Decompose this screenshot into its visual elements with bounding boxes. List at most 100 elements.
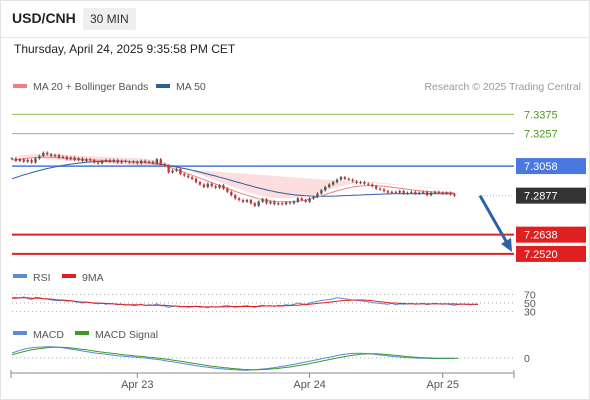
candle-body <box>308 198 311 202</box>
candle-body <box>328 184 331 187</box>
rsi-ma-legend-label: 9MA <box>82 272 104 284</box>
macd-signal-line <box>11 346 459 371</box>
candle-body <box>100 160 104 164</box>
candle-body <box>198 182 202 185</box>
resistance-label: 7.3375 <box>524 109 558 121</box>
candle-body <box>93 160 96 163</box>
candle-body <box>136 161 139 164</box>
candle-body <box>89 159 92 161</box>
candle-body <box>359 182 362 184</box>
candle-body <box>159 159 162 165</box>
x-tick-label: Apr 25 <box>427 379 459 391</box>
candle-body <box>124 160 127 162</box>
candle-body <box>214 186 217 188</box>
candle-body <box>190 177 194 179</box>
legend-swatch <box>156 84 170 88</box>
chart-header: USD/CNH 30 MIN <box>1 1 589 38</box>
candle-body <box>269 201 272 204</box>
candle-body <box>108 160 112 162</box>
rsi-tick-label: 70 <box>524 289 536 301</box>
candle-body <box>296 198 300 202</box>
candle-body <box>273 201 276 205</box>
candle-body <box>429 192 433 196</box>
candle-body <box>406 192 409 194</box>
candle-body <box>382 189 386 192</box>
candle-body <box>49 154 53 156</box>
candle-body <box>69 157 72 160</box>
candle-body <box>386 191 390 193</box>
candle-body <box>339 177 343 180</box>
candle-body <box>14 158 18 161</box>
candle-body <box>183 173 186 176</box>
candle-body <box>292 201 296 204</box>
candle-body <box>237 198 241 201</box>
candle-body <box>375 186 378 189</box>
candle-body <box>42 152 45 156</box>
timeframe-badge[interactable]: 30 MIN <box>83 8 136 30</box>
candle-body <box>10 158 14 160</box>
pivot-tag <box>516 158 586 175</box>
legend-swatch <box>13 84 27 88</box>
candle-body <box>222 185 225 189</box>
support-label: 7.2520 <box>524 249 558 261</box>
candle-body <box>234 195 237 199</box>
candle-body <box>34 158 37 163</box>
candle-body <box>53 155 57 157</box>
candle-body <box>151 161 155 164</box>
current-price-tag <box>516 187 586 204</box>
candle-body <box>277 203 280 205</box>
candle-body <box>155 159 159 164</box>
candle-body <box>371 184 374 187</box>
candle-body <box>104 160 108 162</box>
candle-body <box>18 159 21 161</box>
candle-body <box>241 200 245 202</box>
candle-body <box>57 155 61 158</box>
rsi-tick-label: 50 <box>524 298 536 310</box>
candle-body <box>437 191 441 193</box>
macd-signal-legend-label: MACD Signal <box>95 329 158 341</box>
candle-body <box>143 160 147 163</box>
candle-body <box>81 158 84 161</box>
candle-body <box>249 200 253 204</box>
candle-body <box>230 191 233 196</box>
candle-body <box>73 157 76 161</box>
candle-body <box>351 179 354 182</box>
candle-body <box>38 155 41 159</box>
candle-body <box>312 196 315 199</box>
ma50-line <box>11 160 455 197</box>
forecast-arrow-head <box>501 237 512 252</box>
candle-body <box>378 188 382 190</box>
candle-body <box>226 188 229 192</box>
candle-body <box>194 178 198 183</box>
candle-body <box>288 202 292 204</box>
candle-body <box>96 162 100 164</box>
candle-body <box>398 191 401 193</box>
candle-body <box>187 175 190 178</box>
candle-body <box>418 192 421 194</box>
candle-body <box>304 200 307 202</box>
x-tick-label: Apr 23 <box>121 379 153 391</box>
macd-line <box>11 346 455 371</box>
candle-body <box>116 160 119 163</box>
legend-label: MA 20 + Bollinger Bands <box>33 81 148 93</box>
pivot-label: 7.3058 <box>524 161 558 173</box>
candle-body <box>253 203 256 206</box>
candle-body <box>128 161 131 163</box>
candle-body <box>433 191 437 193</box>
candle-body <box>402 191 405 194</box>
candle-body <box>85 159 88 161</box>
candle-body <box>320 190 323 194</box>
candle-body <box>65 156 68 160</box>
candle-body <box>167 165 170 173</box>
candle-body <box>449 192 452 195</box>
candle-body <box>281 203 284 205</box>
resistance-label: 7.3257 <box>524 129 558 141</box>
support-label: 7.2638 <box>524 230 558 242</box>
candle-body <box>284 202 288 205</box>
candle-body <box>425 191 429 196</box>
candle-body <box>163 164 166 166</box>
candle-body <box>245 200 249 202</box>
support-tag <box>516 226 586 243</box>
support-tag <box>516 245 586 262</box>
candle-body <box>61 156 65 158</box>
